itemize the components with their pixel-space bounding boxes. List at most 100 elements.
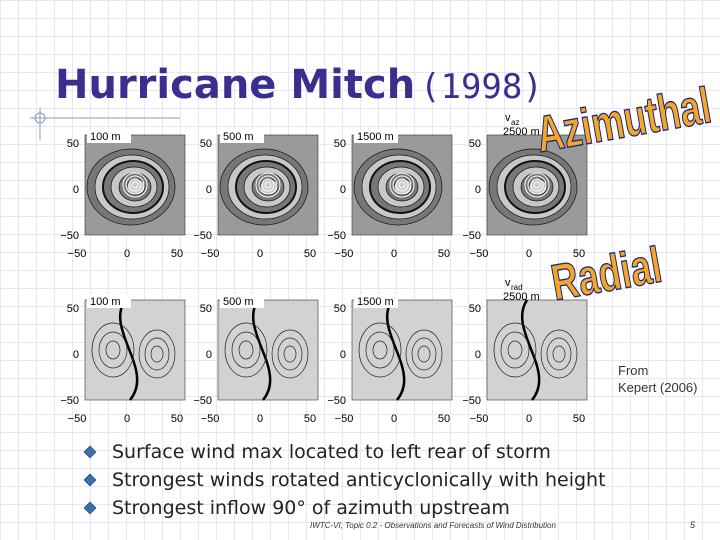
- x-tick-label: −50: [470, 248, 489, 260]
- panel-label: 1500 m: [357, 131, 394, 143]
- x-tick-label: −50: [201, 248, 220, 260]
- y-tick-label: 0: [73, 184, 79, 196]
- y-tick-label: −50: [60, 230, 79, 242]
- y-tick-label: 50: [469, 138, 481, 150]
- label-bg: [220, 129, 264, 143]
- contour: [144, 337, 170, 371]
- label-bg: [354, 129, 398, 143]
- annotation-height: 2500 m: [503, 126, 540, 138]
- contour: [261, 178, 275, 192]
- bullet-icon: [83, 445, 97, 459]
- contour-panel: [217, 299, 319, 401]
- title: Hurricane Mitch: [55, 62, 415, 108]
- contour: [271, 329, 309, 379]
- x-tick-label: 0: [257, 413, 263, 425]
- contour: [398, 181, 406, 189]
- bullet-text: Strongest winds rotated anticyclonically…: [112, 469, 606, 491]
- footer: IWTC-VI, Topic 0.2 - Observations and Fo…: [310, 521, 556, 530]
- contour: [411, 337, 437, 371]
- y-tick-label: 50: [67, 303, 79, 315]
- panel-label: 100 m: [90, 131, 121, 143]
- x-tick-label: 50: [304, 413, 316, 425]
- x-tick-label: 50: [438, 248, 450, 260]
- x-tick-label: −50: [68, 413, 87, 425]
- y-tick-label: −50: [60, 395, 79, 407]
- contour: [138, 329, 176, 379]
- annotation-sub: rad: [511, 283, 523, 292]
- contour: [131, 181, 139, 189]
- panel-label: 100 m: [90, 296, 121, 308]
- annotation-height: 2500 m: [503, 291, 540, 303]
- annotation-sub: az: [511, 118, 519, 127]
- x-tick-label: 0: [526, 413, 532, 425]
- y-tick-label: 0: [340, 349, 346, 361]
- contour: [392, 175, 412, 195]
- contour: [395, 178, 409, 192]
- row-label: Azimuthal: [532, 78, 715, 164]
- contour: [520, 299, 541, 401]
- row-label: Radial: [547, 237, 665, 311]
- x-tick-label: 50: [573, 413, 585, 425]
- title-year: (1998): [420, 67, 543, 107]
- y-tick-label: −50: [327, 230, 346, 242]
- contour: [533, 181, 541, 189]
- contour: [258, 175, 278, 195]
- y-tick-label: 0: [206, 184, 212, 196]
- annotation-symbol: v: [505, 277, 511, 289]
- contour: [507, 340, 523, 360]
- y-tick-label: 0: [475, 349, 481, 361]
- y-tick-label: −50: [193, 395, 212, 407]
- label-bg: [354, 294, 398, 308]
- x-tick-label: 0: [124, 248, 130, 260]
- contour: [264, 181, 272, 189]
- y-tick-label: 0: [206, 349, 212, 361]
- y-tick-label: 50: [334, 303, 346, 315]
- contour: [238, 340, 254, 360]
- contour: [255, 172, 281, 198]
- contour: [118, 299, 139, 401]
- annotation-symbol: v: [505, 112, 511, 124]
- x-tick-label: −50: [470, 413, 489, 425]
- contour-panel: [84, 299, 186, 401]
- contour-panel: [486, 299, 588, 401]
- y-tick-label: 0: [475, 184, 481, 196]
- contour: [527, 175, 547, 195]
- x-tick-label: 50: [304, 248, 316, 260]
- contour: [552, 345, 566, 363]
- contour-panel: [351, 299, 453, 401]
- x-tick-label: −50: [201, 413, 220, 425]
- contour: [283, 345, 297, 363]
- contour: [385, 299, 406, 401]
- x-tick-label: −50: [68, 248, 87, 260]
- contour: [530, 178, 544, 192]
- contour: [125, 175, 145, 195]
- x-tick-label: 0: [526, 248, 532, 260]
- panel-label: 1500 m: [357, 296, 394, 308]
- contour: [417, 345, 431, 363]
- contour: [122, 172, 148, 198]
- y-tick-label: 50: [200, 138, 212, 150]
- x-tick-label: 0: [257, 248, 263, 260]
- contour: [150, 345, 164, 363]
- contour: [493, 322, 537, 378]
- y-tick-label: 50: [334, 138, 346, 150]
- panel-label: 500 m: [223, 296, 254, 308]
- x-tick-label: 0: [124, 413, 130, 425]
- contour: [540, 329, 578, 379]
- x-tick-label: 50: [438, 413, 450, 425]
- y-tick-label: 50: [200, 303, 212, 315]
- bullet-icon: [83, 473, 97, 487]
- contour: [128, 178, 142, 192]
- x-tick-label: −50: [335, 413, 354, 425]
- y-tick-label: −50: [462, 230, 481, 242]
- contour: [524, 172, 550, 198]
- contour: [231, 331, 261, 369]
- contour: [546, 337, 572, 371]
- contour: [500, 331, 530, 369]
- y-tick-label: −50: [462, 395, 481, 407]
- contour: [405, 329, 443, 379]
- contour: [91, 322, 135, 378]
- contour: [98, 331, 128, 369]
